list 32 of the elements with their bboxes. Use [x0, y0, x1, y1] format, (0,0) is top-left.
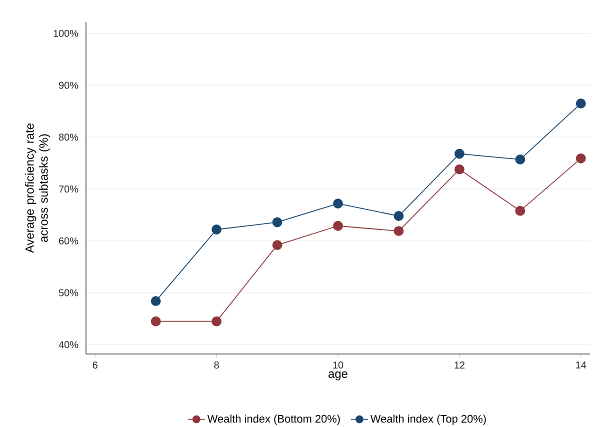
point [394, 211, 404, 221]
x-tick-label: 6 [92, 362, 98, 369]
point [272, 240, 282, 250]
point [576, 153, 586, 164]
x-tick-label: 14 [576, 362, 586, 368]
x-tick-label: 8 [214, 362, 219, 369]
point [212, 224, 222, 234]
legend-label: Wealth index (Top 20%) [370, 414, 486, 425]
y-tick-label: 50% [58, 289, 78, 296]
y-tick-label: 40% [58, 341, 78, 348]
x-tick-label: 12 [454, 362, 464, 368]
point [515, 206, 526, 216]
y-tick-label: 90% [59, 82, 78, 89]
point [454, 164, 464, 174]
point [515, 154, 526, 164]
point [150, 316, 161, 326]
x-tick-label: 10 [333, 362, 344, 369]
y-tick-label: 70% [59, 186, 78, 193]
y-axis-title: Average proficiency rate across subtasks (%) [25, 124, 50, 253]
y-tick-label: 100% [54, 30, 78, 37]
point [272, 217, 282, 228]
x-axis-title: age [328, 371, 348, 380]
y-tick-label: 80% [58, 134, 78, 141]
point [454, 148, 464, 159]
point [212, 316, 222, 326]
point [394, 226, 404, 236]
point [333, 198, 343, 209]
y-tick-label: 60% [59, 237, 78, 244]
legend-label: Wealth index (Bottom 20%) [207, 414, 340, 425]
point [576, 98, 586, 108]
point [333, 220, 343, 231]
point [150, 296, 161, 306]
